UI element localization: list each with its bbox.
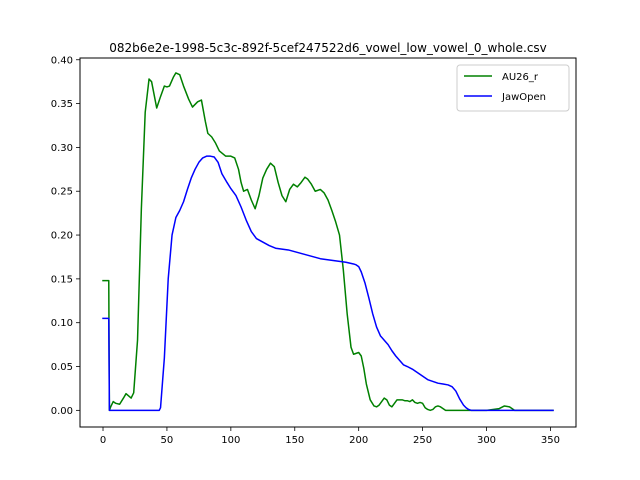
y-axis: 0.00 0.05 0.10 0.15 0.20 0.25 0.30 0.35 0.40	[51, 55, 80, 417]
legend-label: AU26_r	[502, 72, 539, 83]
y-tick-label: 0.00	[51, 406, 73, 417]
y-tick-label: 0.40	[51, 55, 73, 66]
y-tick-label: 0.20	[51, 231, 73, 242]
series-layer	[102, 72, 554, 412]
y-tick-label: 0.10	[51, 318, 73, 329]
x-tick-label: 300	[477, 435, 496, 446]
x-tick-label: 350	[541, 435, 560, 446]
x-tick-label: 0	[100, 435, 106, 446]
x-tick-label: 100	[221, 435, 240, 446]
x-tick-label: 150	[285, 435, 304, 446]
chart-title: 082b6e2e-1998-5c3c-892f-5cef247522d6_vow…	[109, 41, 547, 55]
y-tick-label: 0.35	[51, 99, 73, 110]
y-tick-label: 0.05	[51, 362, 73, 373]
y-tick-label: 0.25	[51, 187, 73, 198]
legend: AU26_r JawOpen	[456, 64, 570, 112]
x-tick-label: 200	[349, 435, 368, 446]
x-tick-label: 250	[413, 435, 432, 446]
y-tick-label: 0.15	[51, 274, 73, 285]
series-line-au26-r	[102, 72, 554, 412]
y-tick-label: 0.30	[51, 143, 73, 154]
x-axis: 0 50 100 150 200 250 300 350	[100, 427, 560, 446]
x-tick-label: 50	[161, 435, 174, 446]
plot-frame	[79, 57, 577, 428]
legend-label: JawOpen	[501, 92, 546, 103]
series-line-jawopen	[102, 155, 554, 412]
